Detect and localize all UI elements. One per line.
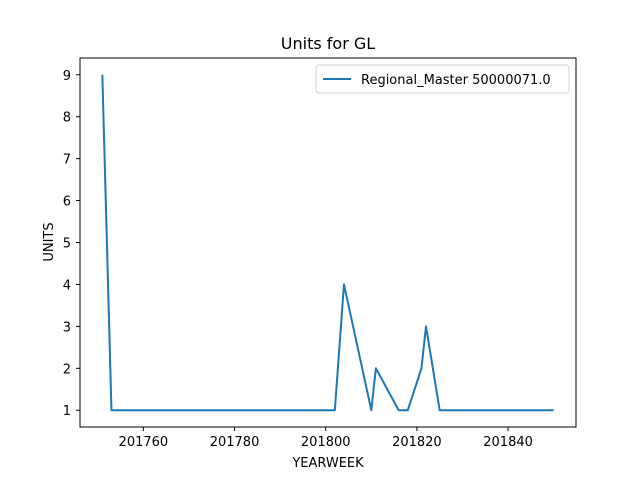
- plot-background: [80, 58, 576, 427]
- plot-frame: [79, 57, 577, 428]
- x-tick-label: 201820: [392, 435, 442, 450]
- x-tick-label: 201840: [483, 435, 533, 450]
- plot-area: [80, 58, 576, 427]
- x-tick-label: 201760: [119, 435, 169, 450]
- series-layer: [101, 74, 554, 412]
- y-tick-label: 3: [63, 320, 71, 335]
- y-tick-label: 7: [63, 153, 71, 168]
- legend-label-regional-master: Regional_Master 50000071.0: [361, 73, 551, 88]
- chart-title: Units for GL: [281, 34, 375, 53]
- y-tick-label: 2: [63, 362, 71, 377]
- series-line-regional-master: [101, 74, 554, 412]
- y-tick-label: 8: [63, 111, 71, 126]
- x-axis-label: YEARWEEK: [291, 456, 364, 471]
- y-tick-label: 1: [63, 404, 71, 419]
- x-tick-label: 201780: [210, 435, 260, 450]
- legend-box: [315, 64, 570, 94]
- x-axis-ticks: 201760 201780 201800 201820 201840: [119, 427, 533, 450]
- x-tick-label: 201800: [301, 435, 351, 450]
- y-tick-label: 6: [63, 195, 71, 210]
- y-tick-label: 9: [63, 69, 71, 84]
- y-tick-label: 4: [63, 278, 71, 293]
- y-axis-label: UNITS: [42, 222, 57, 261]
- legend: Regional_Master 50000071.0: [315, 64, 570, 94]
- y-axis-ticks: 1 2 3 4 5 6 7 8 9: [63, 69, 80, 419]
- y-tick-label: 5: [63, 237, 71, 252]
